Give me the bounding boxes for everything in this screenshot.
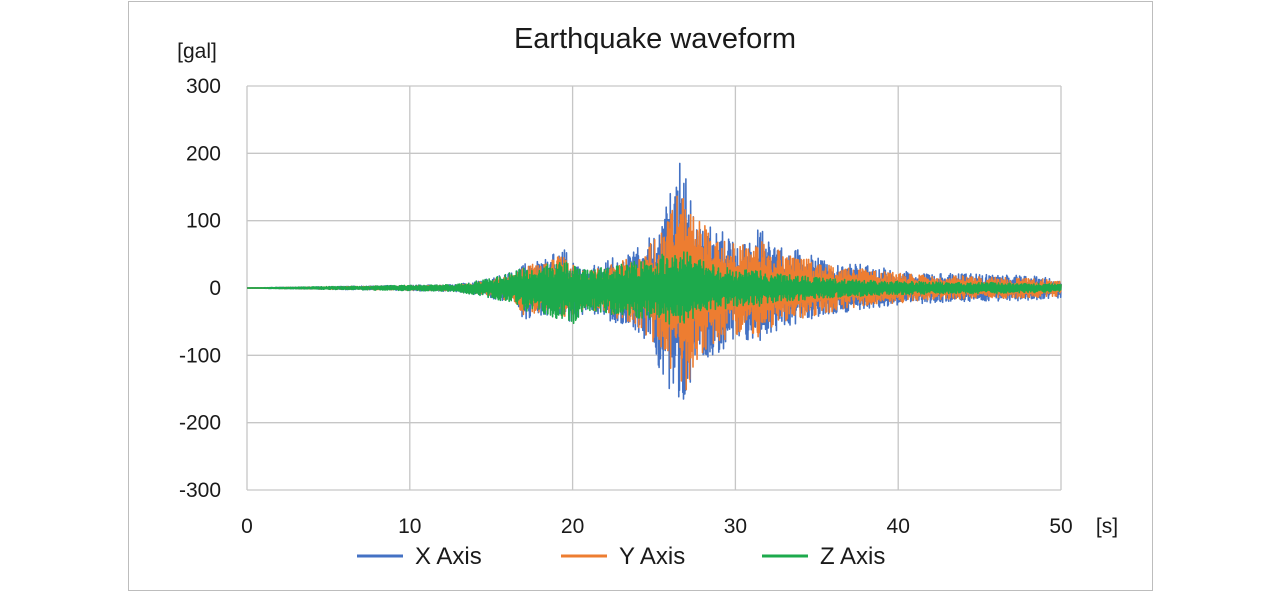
chart-title: Earthquake waveform xyxy=(514,23,796,55)
y-tick-label: -100 xyxy=(179,344,221,367)
y-tick-label: -300 xyxy=(179,479,221,502)
x-tick-label: 40 xyxy=(887,515,910,538)
x-tick-label: 50 xyxy=(1049,515,1072,538)
legend: X Axis Y Axis Z Axis xyxy=(357,543,885,570)
x-tick-label: 0 xyxy=(241,515,253,538)
x-tick-label: 20 xyxy=(561,515,584,538)
x-axis-unit: [s] xyxy=(1096,515,1118,538)
x-tick-label: 30 xyxy=(724,515,747,538)
y-tick-label: -200 xyxy=(179,412,221,435)
y-tick-label: 0 xyxy=(209,277,221,300)
tick-labels: 300 200 100 0 -100 -200 -300 0 10 20 30 40 50 xyxy=(179,75,1073,538)
legend-label: X Axis xyxy=(415,543,482,570)
series-group xyxy=(246,162,1062,400)
x-tick-label: 10 xyxy=(398,515,421,538)
y-tick-label: 200 xyxy=(186,142,221,165)
series-line-z-axis xyxy=(246,251,1062,325)
legend-label: Y Axis xyxy=(619,543,685,570)
legend-label: Z Axis xyxy=(820,543,885,570)
y-tick-label: 100 xyxy=(186,210,221,233)
y-tick-label: 300 xyxy=(186,75,221,98)
y-axis-unit: [gal] xyxy=(177,40,217,63)
